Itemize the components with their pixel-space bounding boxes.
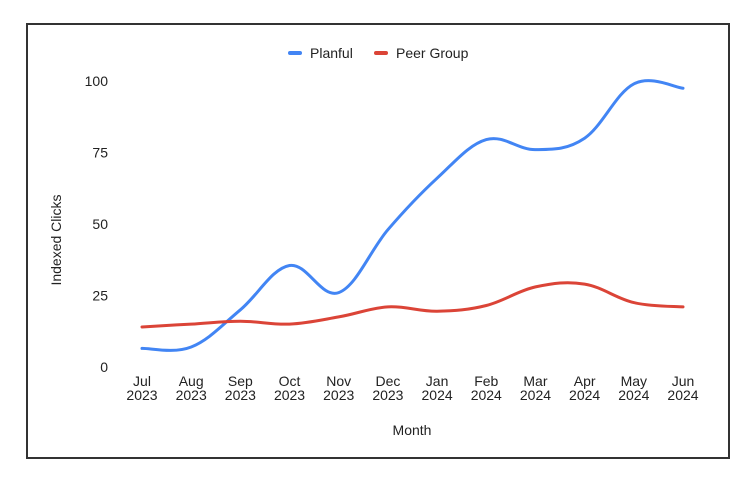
x-tick-year: 2023 <box>274 387 305 403</box>
y-tick-label: 50 <box>92 216 108 232</box>
y-tick-label: 100 <box>85 73 109 89</box>
x-tick-month: Dec <box>375 373 400 389</box>
x-tick-month: Aug <box>179 373 204 389</box>
legend-label: Planful <box>310 45 353 61</box>
x-tick-month: Feb <box>474 373 498 389</box>
x-axis-ticks: Jul2023Aug2023Sep2023Oct2023Nov2023Dec20… <box>126 373 698 403</box>
legend: Planful Peer Group <box>288 45 469 61</box>
x-tick-year: 2024 <box>471 387 502 403</box>
y-axis-ticks: 0 25 50 75 100 <box>85 73 109 375</box>
y-tick-label: 75 <box>92 145 108 161</box>
series-lines <box>140 79 685 352</box>
series-line-planful <box>140 79 685 352</box>
x-tick-month: Oct <box>279 373 301 389</box>
x-tick-year: 2023 <box>372 387 403 403</box>
x-tick-month: Apr <box>574 373 596 389</box>
x-tick-month: Mar <box>523 373 547 389</box>
y-tick-label: 0 <box>100 359 108 375</box>
x-tick-year: 2024 <box>520 387 551 403</box>
x-tick-year: 2024 <box>569 387 600 403</box>
x-tick-month: May <box>621 373 647 389</box>
legend-label: Peer Group <box>396 45 469 61</box>
series-line-peer-group <box>140 281 685 329</box>
y-axis-title: Indexed Clicks <box>48 194 64 285</box>
x-tick-year: 2023 <box>225 387 256 403</box>
legend-swatch <box>374 51 388 55</box>
x-tick-year: 2024 <box>618 387 649 403</box>
y-tick-label: 25 <box>92 288 108 304</box>
x-tick-month: Nov <box>326 373 351 389</box>
legend-swatch <box>288 51 302 55</box>
x-axis-title: Month <box>393 422 432 438</box>
x-tick-year: 2023 <box>126 387 157 403</box>
x-tick-month: Jul <box>133 373 151 389</box>
x-tick-year: 2024 <box>667 387 698 403</box>
x-tick-month: Sep <box>228 373 253 389</box>
x-tick-month: Jun <box>672 373 695 389</box>
x-tick-year: 2023 <box>323 387 354 403</box>
x-tick-year: 2024 <box>422 387 453 403</box>
x-tick-year: 2023 <box>176 387 207 403</box>
x-tick-month: Jan <box>426 373 449 389</box>
